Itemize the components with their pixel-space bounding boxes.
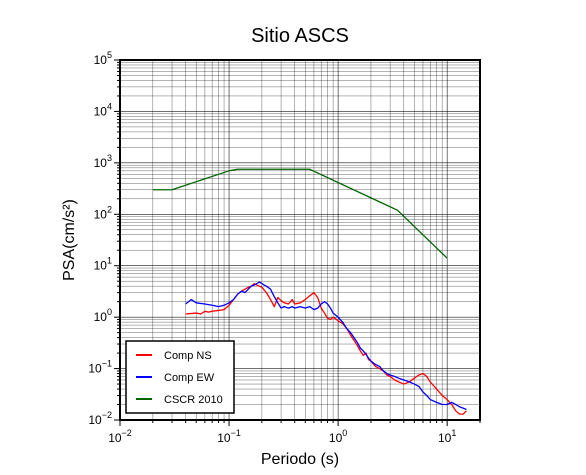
series-layer (152, 168, 467, 415)
y-tick-label: 102 (94, 204, 112, 221)
plot-frame (119, 59, 481, 421)
series-line-3 (152, 168, 448, 259)
y-axis-label: PSA(cm/s²) (61, 199, 78, 281)
series-line-1 (185, 282, 467, 415)
legend-label: Comp EW (164, 372, 215, 384)
series-line-2 (185, 281, 467, 411)
y-tick-label: 105 (94, 50, 112, 67)
tick-labels: 10−2 10−1 100 101 10−2 10−1 100 101 102 103 104 105 (88, 50, 456, 445)
tick-marks (114, 59, 481, 426)
legend: Comp NS Comp EW CSCR 2010 (125, 340, 235, 414)
y-tick-label: 10−1 (88, 359, 112, 376)
y-tick-label: 10−2 (88, 410, 112, 427)
x-axis-label: Periodo (s) (261, 451, 339, 468)
y-tick-label: 100 (94, 307, 112, 324)
chart-title: Sitio ASCS (251, 25, 349, 47)
legend-label: CSCR 2010 (164, 394, 223, 406)
y-tick-label: 101 (94, 256, 112, 273)
legend-label: Comp NS (164, 350, 212, 362)
x-tick-label: 101 (438, 428, 456, 445)
x-tick-label: 100 (329, 428, 347, 445)
y-tick-label: 103 (94, 153, 112, 170)
grid (119, 59, 481, 421)
x-tick-label: 10−2 (108, 428, 132, 445)
y-tick-label: 104 (94, 101, 112, 118)
x-tick-label: 10−1 (217, 428, 241, 445)
